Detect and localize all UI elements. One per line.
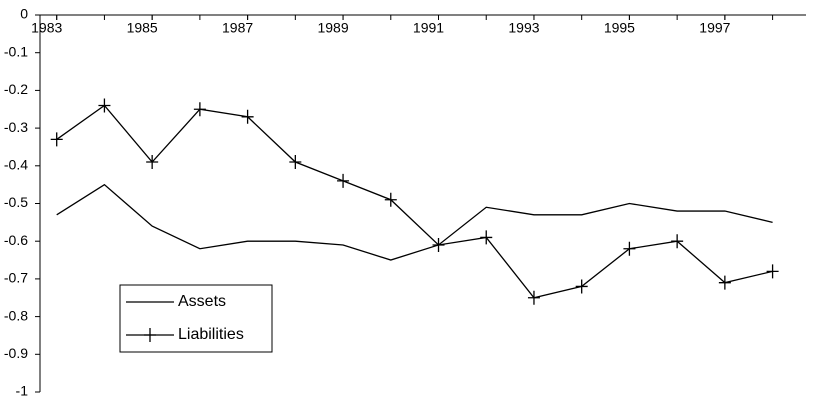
marker — [527, 290, 540, 305]
marker — [384, 192, 397, 207]
y-tick-label: -0.8 — [4, 307, 28, 323]
marker — [241, 109, 254, 124]
x-tick-label: 1985 — [127, 20, 158, 36]
marker — [337, 173, 350, 188]
x-tick-label: 1993 — [508, 20, 539, 36]
marker — [289, 155, 302, 170]
x-tick-label: 1995 — [604, 20, 635, 36]
marker — [98, 98, 111, 113]
legend-label: Liabilities — [178, 326, 244, 343]
series-line — [56, 104, 773, 299]
marker — [766, 264, 779, 279]
marker — [146, 155, 159, 170]
x-tick-label: 1987 — [222, 20, 253, 36]
marker — [623, 241, 636, 256]
series — [50, 98, 779, 305]
y-tick-label: -1 — [16, 383, 29, 399]
y-tick-label: 0 — [20, 6, 28, 22]
y-tick-label: -0.5 — [4, 194, 28, 210]
x-tick-label: 1983 — [31, 20, 62, 36]
marker — [144, 328, 156, 342]
y-tick-label: -0.4 — [4, 157, 28, 173]
legend-label: Assets — [178, 293, 226, 310]
y-tick-label: -0.3 — [4, 119, 28, 135]
legend-box — [119, 284, 273, 353]
marker — [718, 275, 731, 290]
series-line — [56, 183, 773, 261]
marker — [50, 132, 63, 147]
marker — [480, 230, 493, 245]
marker — [575, 279, 588, 294]
x-tick-label: 1989 — [317, 20, 348, 36]
marker — [193, 102, 206, 117]
y-tick-label: -0.2 — [4, 81, 28, 97]
x-tick-label: 1997 — [699, 20, 730, 36]
y-tick-label: -0.7 — [4, 270, 28, 286]
marker — [671, 234, 684, 249]
marker — [432, 237, 445, 252]
legend: Assets Liabilities — [119, 284, 273, 353]
y-tick-label: -0.1 — [4, 43, 28, 59]
y-tick-label: -0.6 — [4, 232, 28, 248]
x-tick-label: 1991 — [413, 20, 444, 36]
y-tick-label: -0.9 — [4, 345, 28, 361]
series — [56, 183, 773, 261]
